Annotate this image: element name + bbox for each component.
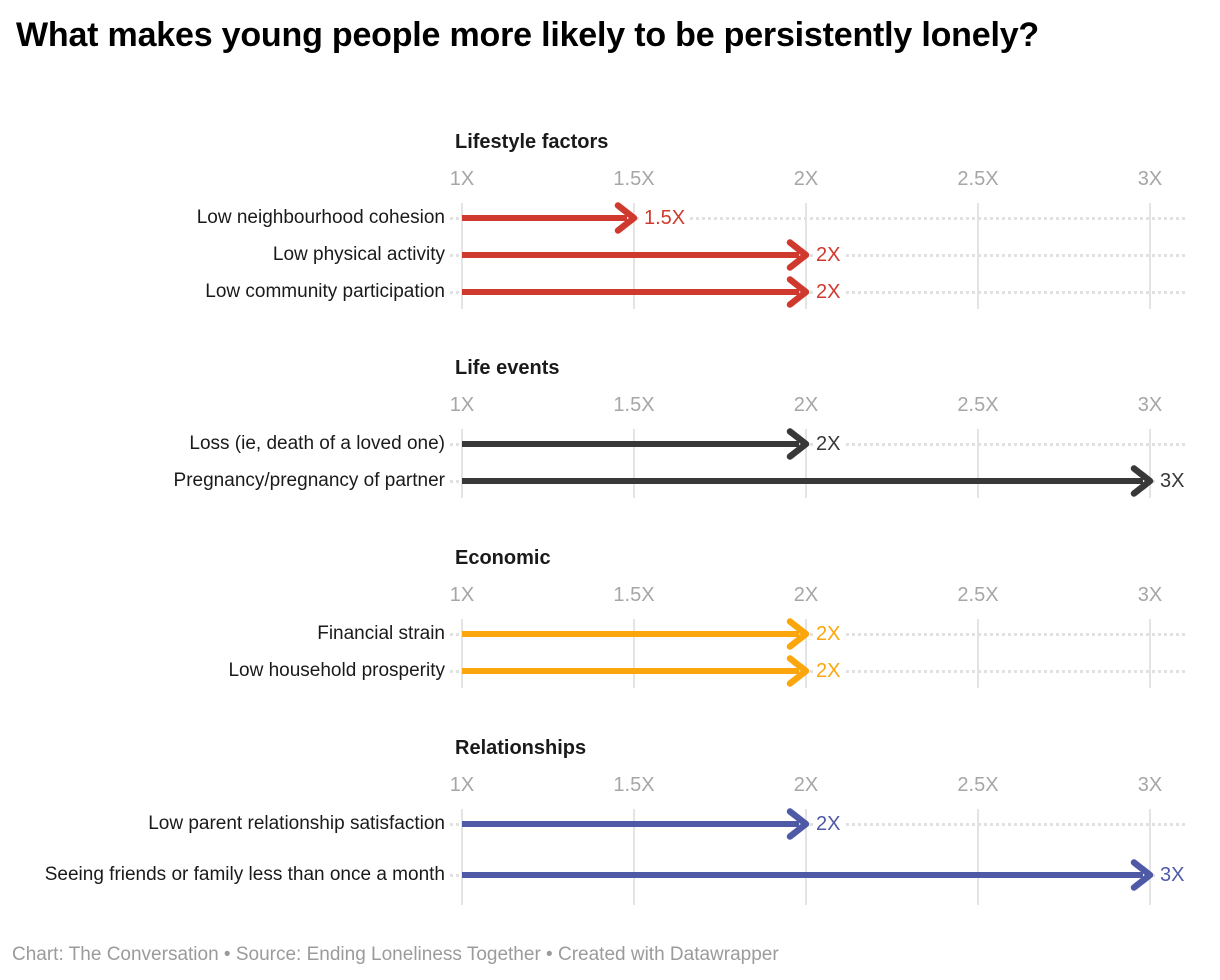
- row-value-label: 2X: [813, 621, 844, 647]
- axis-tick-label: 1X: [449, 394, 475, 416]
- row-category-label: Financial strain: [317, 623, 445, 645]
- axis-tick-label: 3X: [1137, 774, 1163, 796]
- axis-tick-label: 2X: [793, 168, 819, 190]
- axis-tick-label: 2.5X: [957, 168, 999, 190]
- gridline: [805, 809, 807, 905]
- gridline: [633, 809, 635, 905]
- gridline: [461, 429, 463, 498]
- value-arrow: [462, 859, 1154, 891]
- row-value-label: 2X: [813, 242, 844, 268]
- value-arrow: [462, 808, 810, 840]
- gridline: [805, 429, 807, 498]
- row-category-label: Low parent relationship satisfaction: [148, 813, 445, 835]
- row-value-label: 1.5X: [641, 205, 689, 231]
- value-arrow: [462, 618, 810, 650]
- gridline: [977, 619, 979, 688]
- value-arrow: [462, 428, 810, 460]
- gridline: [461, 619, 463, 688]
- row-value-label: 3X: [1157, 862, 1188, 888]
- axis-tick-label: 1X: [449, 774, 475, 796]
- axis-tick-label: 2.5X: [957, 394, 999, 416]
- row-category-label: Seeing friends or family less than once …: [44, 864, 445, 886]
- value-arrow: [462, 202, 638, 234]
- value-arrow: [462, 655, 810, 687]
- axis-tick-label: 2X: [793, 774, 819, 796]
- axis-tick-label: 1.5X: [613, 394, 655, 416]
- axis-tick-label: 2.5X: [957, 774, 999, 796]
- group-header: Economic: [455, 547, 551, 569]
- gridline: [977, 429, 979, 498]
- axis-tick-label: 3X: [1137, 584, 1163, 606]
- gridline: [1149, 619, 1151, 688]
- gridline: [633, 619, 635, 688]
- row-category-label: Loss (ie, death of a loved one): [189, 433, 445, 455]
- value-arrow: [462, 465, 1154, 497]
- row-value-label: 3X: [1157, 468, 1188, 494]
- group-header: Relationships: [455, 737, 587, 759]
- gridline: [805, 619, 807, 688]
- axis-tick-label: 1.5X: [613, 168, 655, 190]
- gridline: [1149, 429, 1151, 498]
- row-category-label: Low household prosperity: [228, 660, 445, 682]
- gridline: [633, 429, 635, 498]
- axis-tick-label: 2X: [793, 394, 819, 416]
- value-arrow: [462, 239, 810, 271]
- axis-tick-label: 1X: [449, 584, 475, 606]
- group-header: Lifestyle factors: [455, 131, 609, 153]
- row-value-label: 2X: [813, 431, 844, 457]
- row-value-label: 2X: [813, 658, 844, 684]
- row-value-label: 2X: [813, 811, 844, 837]
- axis-tick-label: 2.5X: [957, 584, 999, 606]
- chart-footer: Chart: The Conversation • Source: Ending…: [12, 944, 779, 965]
- row-category-label: Low neighbourhood cohesion: [196, 207, 445, 229]
- gridline: [977, 809, 979, 905]
- row-category-label: Pregnancy/pregnancy of partner: [173, 470, 445, 492]
- row-value-label: 2X: [813, 279, 844, 305]
- gridline: [461, 809, 463, 905]
- axis-tick-label: 2X: [793, 584, 819, 606]
- axis-tick-label: 1.5X: [613, 774, 655, 796]
- axis-tick-label: 3X: [1137, 394, 1163, 416]
- axis-tick-label: 3X: [1137, 168, 1163, 190]
- gridline: [1149, 809, 1151, 905]
- group-header: Life events: [455, 357, 560, 379]
- row-category-label: Low community participation: [205, 281, 445, 303]
- row-leader-line: [450, 217, 1188, 220]
- axis-tick-label: 1.5X: [613, 584, 655, 606]
- axis-tick-label: 1X: [449, 168, 475, 190]
- chart-title: What makes young people more likely to b…: [16, 16, 1039, 54]
- row-category-label: Low physical activity: [272, 244, 445, 266]
- value-arrow: [462, 276, 810, 308]
